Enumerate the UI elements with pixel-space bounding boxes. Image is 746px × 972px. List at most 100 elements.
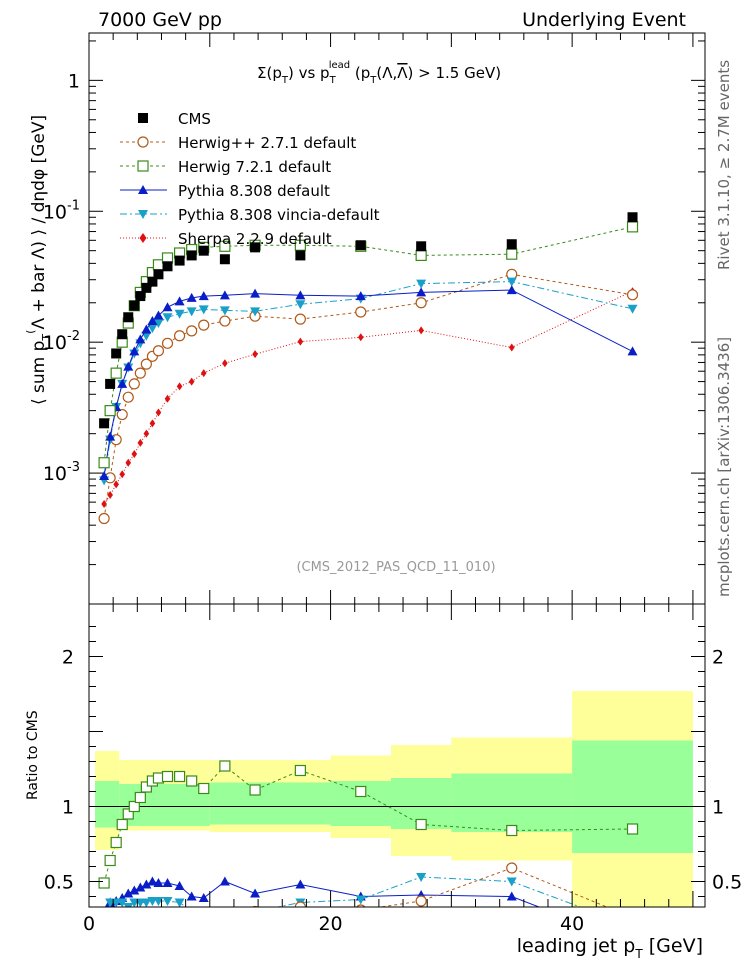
- ratio-point-herwig7: [198, 782, 210, 795]
- data-point-herwigpp: [415, 297, 427, 309]
- data-point-herwigpp: [198, 319, 210, 331]
- data-point-herwigpp: [140, 358, 152, 370]
- ratio-y-axis-label: Ratio to CMS: [25, 710, 41, 800]
- ratio-point-herwigpp: [163, 913, 173, 923]
- data-point-sherpa: [200, 369, 207, 378]
- data-point-cms: [111, 348, 122, 359]
- ratio-point-herwigpp: [129, 914, 139, 924]
- data-point-pythia: [250, 288, 261, 298]
- ratio-point-sherpa: [297, 919, 304, 929]
- ratio-point-vincia: [141, 898, 152, 907]
- data-point-pythia: [147, 316, 158, 326]
- ratio-point-pythia: [123, 888, 134, 898]
- ratio-point-herwigpp: [175, 911, 185, 921]
- ratio-point-pythia: [99, 917, 109, 926]
- ratio-point-pythia: [147, 876, 158, 886]
- ratio-point-sherpa: [508, 928, 515, 938]
- ratio-point-herwig7: [294, 764, 306, 777]
- mcplots-label: mcplots.cern.ch [arXiv:1306.3436]: [715, 337, 733, 597]
- ratio-point-sherpa: [101, 916, 108, 926]
- ratio-point-sherpa: [131, 941, 138, 951]
- ratio-point-sherpa: [221, 928, 228, 938]
- ratio-band-green: [209, 782, 331, 825]
- legend-label-herwig7: Herwig 7.2.1 default: [178, 158, 331, 176]
- data-point-sherpa: [176, 382, 183, 391]
- data-point-cms: [117, 329, 128, 340]
- ratio-y-tick-label-right: 1: [712, 797, 724, 819]
- ratio-point-pythia: [141, 879, 152, 889]
- data-point-sherpa: [188, 377, 195, 386]
- x-tick-label: 20: [318, 913, 342, 935]
- data-point-pythia: [162, 302, 173, 312]
- data-point-vincia: [147, 324, 158, 334]
- ratio-line-herwigpp: [295, 867, 609, 907]
- ratio-point-sherpa: [176, 935, 183, 945]
- data-point-herwigpp: [98, 512, 110, 525]
- data-point-herwigpp: [161, 337, 174, 349]
- legend-marker-vincia: [138, 210, 148, 219]
- ratio-line-vincia: [108, 876, 582, 907]
- data-point-pythia: [135, 334, 146, 344]
- data-point-cms: [295, 250, 306, 261]
- ratio-point-vincia: [174, 898, 185, 907]
- data-point-sherpa: [164, 394, 171, 403]
- ratio-point-vincia: [199, 908, 209, 917]
- ratio-point-sherpa: [200, 934, 207, 944]
- data-point-vincia: [295, 300, 306, 310]
- ratio-point-sherpa: [137, 940, 144, 950]
- data-point-pythia: [105, 431, 116, 441]
- ratio-point-sherpa: [149, 940, 156, 950]
- legend-marker-cms: [138, 113, 148, 123]
- ratio-point-herwig7: [415, 818, 427, 831]
- data-point-cms: [355, 240, 366, 251]
- ratio-point-sherpa: [143, 940, 150, 950]
- energy-label: 7000 GeV pp: [98, 9, 222, 31]
- ratio-point-sherpa: [357, 922, 364, 932]
- data-point-herwigpp: [122, 391, 134, 403]
- data-point-herwigpp: [186, 325, 198, 337]
- data-point-pythia: [123, 361, 134, 371]
- ratio-point-pythia: [186, 891, 197, 901]
- ratio-point-herwig7: [128, 800, 140, 813]
- ratio-point-herwigpp: [415, 895, 427, 907]
- data-point-pythia: [174, 296, 185, 306]
- legend-marker-sherpa: [139, 233, 147, 243]
- data-point-cms: [186, 250, 197, 261]
- analysis-tag: (CMS_2012_PAS_QCD_11_010): [296, 560, 495, 575]
- ratio-point-herwig7: [626, 823, 639, 835]
- data-point-cms: [105, 378, 116, 389]
- data-point-cms: [141, 282, 152, 293]
- ratio-point-pythia: [506, 891, 517, 901]
- ratio-point-sherpa: [125, 940, 132, 950]
- data-point-herwigpp: [134, 367, 146, 379]
- ratio-point-vincia: [99, 923, 109, 932]
- data-point-sherpa: [149, 419, 156, 428]
- data-point-pythia: [129, 346, 140, 356]
- data-point-sherpa: [131, 449, 138, 458]
- data-point-pythia: [627, 346, 638, 356]
- ratio-point-herwig7: [219, 760, 231, 772]
- ratio-point-herwigpp: [628, 913, 638, 923]
- data-point-vincia: [174, 309, 185, 319]
- data-point-sherpa: [143, 429, 150, 438]
- ratio-point-pythia: [250, 888, 261, 898]
- ratio-point-herwig7: [98, 877, 110, 889]
- ratio-y-tick-label: 2: [62, 647, 74, 669]
- ratio-point-herwig7: [134, 791, 146, 804]
- main-axis-ticks: 10-3 10-2 10-1 1: [43, 33, 705, 605]
- data-point-cms: [135, 291, 146, 302]
- ratio-y-tick-label-right: 2: [712, 647, 724, 669]
- ratio-point-herwigpp: [99, 923, 109, 933]
- data-point-herwig7: [506, 248, 518, 260]
- ratio-point-vincia: [416, 873, 427, 882]
- ratio-point-pythia: [295, 879, 306, 889]
- ratio-axis-ticks: 0.5 0.51 12 20 20 40: [44, 604, 742, 935]
- data-point-sherpa: [222, 359, 228, 368]
- data-point-pythia: [506, 285, 517, 295]
- ratio-point-herwig7: [122, 808, 134, 820]
- legend-marker-herwig7: [137, 160, 149, 172]
- data-point-sherpa: [119, 470, 126, 479]
- ratio-point-herwig7: [506, 824, 518, 837]
- ratio-point-herwigpp: [141, 913, 151, 923]
- ratio-point-pythia: [198, 893, 209, 902]
